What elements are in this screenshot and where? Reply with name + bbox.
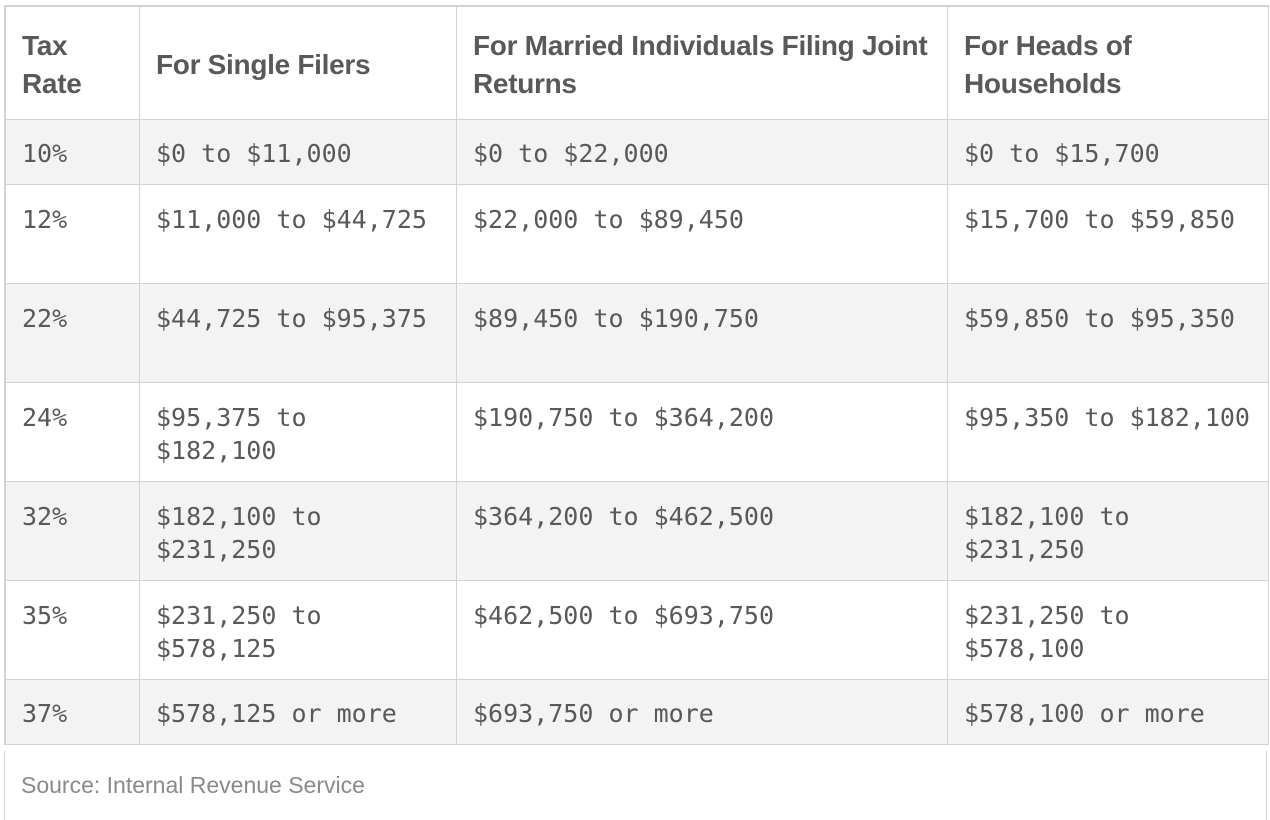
cell-head: $95,350 to $182,100	[947, 382, 1269, 482]
table-row: 32% $182,100 to $231,250 $364,200 to $46…	[5, 481, 1269, 581]
tax-bracket-table: Tax Rate For Single Filers For Married I…	[5, 6, 1269, 745]
cell-head: $578,100 or more	[947, 679, 1269, 745]
cell-single: $231,250 to $578,125	[139, 580, 457, 680]
header-heads-of-households: For Heads of Households	[947, 6, 1269, 120]
cell-married: $364,200 to $462,500	[456, 481, 948, 581]
table-row: 12% $11,000 to $44,725 $22,000 to $89,45…	[5, 184, 1269, 284]
cell-single: $95,375 to $182,100	[139, 382, 457, 482]
cell-rate: 35%	[5, 580, 140, 680]
table-row: 37% $578,125 or more $693,750 or more $5…	[5, 679, 1269, 745]
cell-married: $89,450 to $190,750	[456, 283, 948, 383]
table-row: 10% $0 to $11,000 $0 to $22,000 $0 to $1…	[5, 119, 1269, 185]
cell-married: $462,500 to $693,750	[456, 580, 948, 680]
cell-single: $182,100 to $231,250	[139, 481, 457, 581]
table-row: 22% $44,725 to $95,375 $89,450 to $190,7…	[5, 283, 1269, 383]
cell-married: $190,750 to $364,200	[456, 382, 948, 482]
header-row: Tax Rate For Single Filers For Married I…	[5, 6, 1269, 120]
cell-married: $0 to $22,000	[456, 119, 948, 185]
cell-head: $182,100 to $231,250	[947, 481, 1269, 581]
header-tax-rate: Tax Rate	[5, 6, 140, 120]
cell-head: $231,250 to $578,100	[947, 580, 1269, 680]
cell-rate: 10%	[5, 119, 140, 185]
cell-head: $15,700 to $59,850	[947, 184, 1269, 284]
cell-rate: 37%	[5, 679, 140, 745]
cell-head: $0 to $15,700	[947, 119, 1269, 185]
cell-rate: 32%	[5, 481, 140, 581]
cell-single: $578,125 or more	[139, 679, 457, 745]
cell-married: $22,000 to $89,450	[456, 184, 948, 284]
cell-single: $0 to $11,000	[139, 119, 457, 185]
cell-rate: 22%	[5, 283, 140, 383]
header-married-joint: For Married Individuals Filing Joint Ret…	[456, 6, 948, 120]
cell-head: $59,850 to $95,350	[947, 283, 1269, 383]
table-row: 24% $95,375 to $182,100 $190,750 to $364…	[5, 382, 1269, 482]
tax-bracket-table-container: Tax Rate For Single Filers For Married I…	[4, 5, 1269, 745]
cell-rate: 12%	[5, 184, 140, 284]
table-row: 35% $231,250 to $578,125 $462,500 to $69…	[5, 580, 1269, 680]
cell-married: $693,750 or more	[456, 679, 948, 745]
cell-single: $44,725 to $95,375	[139, 283, 457, 383]
source-text: Source: Internal Revenue Service	[21, 772, 365, 798]
header-single-filers: For Single Filers	[139, 6, 457, 120]
cell-rate: 24%	[5, 382, 140, 482]
source-caption: Source: Internal Revenue Service	[4, 751, 1267, 820]
cell-single: $11,000 to $44,725	[139, 184, 457, 284]
